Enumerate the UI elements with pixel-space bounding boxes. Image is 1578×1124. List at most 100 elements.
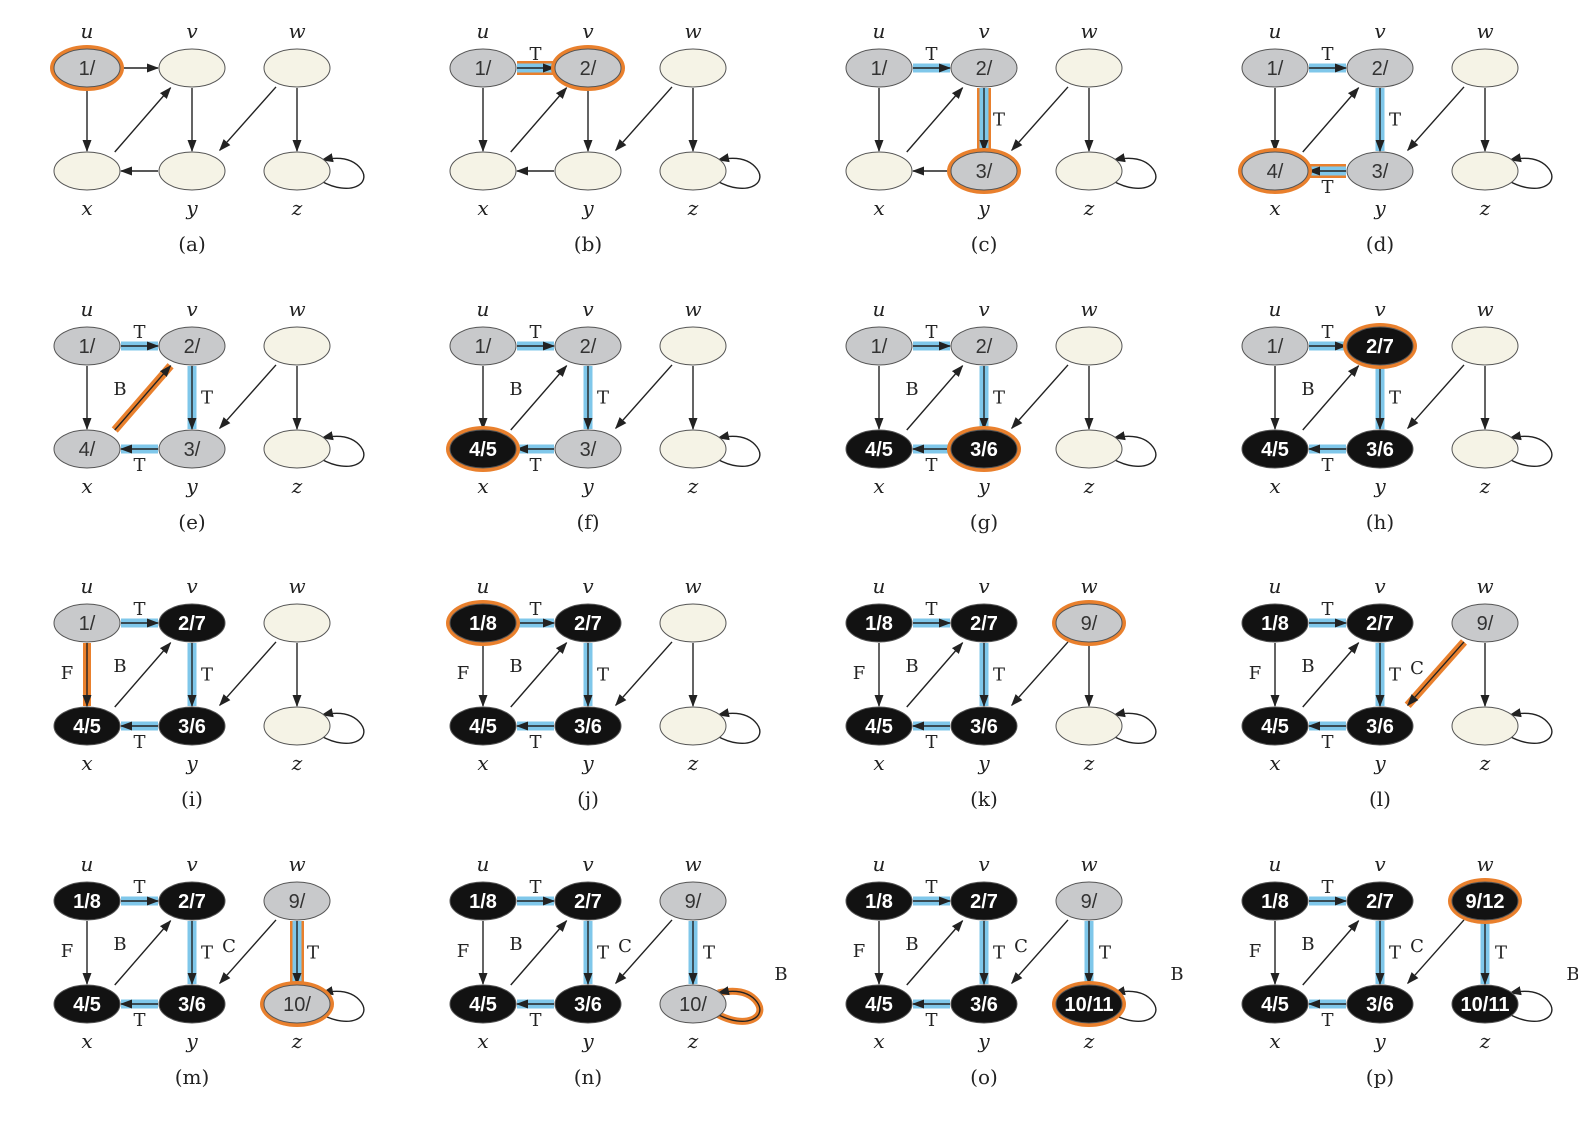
- vertex-name-z: z: [1083, 1029, 1095, 1053]
- edge-arrow: [219, 86, 277, 152]
- vertex-time-label: 3/: [976, 161, 993, 183]
- vertex-shape: [1055, 984, 1123, 1024]
- edge-labels: T T T B: [1301, 322, 1401, 476]
- vertex-shape: [1346, 326, 1414, 366]
- panel-caption: (l): [1369, 787, 1391, 811]
- vertex-shape: [1241, 881, 1309, 921]
- edge-label-ux: F: [853, 663, 866, 684]
- vertex-y: 3/6: [1346, 429, 1414, 469]
- vertex-name-v: v: [186, 852, 198, 876]
- vertex-name-z: z: [1479, 474, 1491, 498]
- edge-label-xv: B: [113, 379, 126, 400]
- edges: [82, 63, 365, 190]
- edge-w-y: [219, 86, 277, 152]
- panel-m: 1/8 2/7 9/4/5 3/6 10/TF TTB C Tu v wx y z(m): [53, 852, 365, 1089]
- vertex-shape: [263, 151, 331, 191]
- vertex-shape: [1055, 706, 1123, 746]
- vertex-shape: [1055, 429, 1123, 469]
- vertices: 1/8 2/7 4/5 3/6: [446, 600, 727, 746]
- vertex-w: [659, 603, 727, 643]
- vertex-z: 10/11: [1451, 984, 1519, 1024]
- vertex-name-v: v: [582, 852, 594, 876]
- edge-arrow: [1508, 431, 1553, 468]
- edges: [874, 341, 1157, 468]
- edge-arrow: [1011, 919, 1069, 985]
- edge-z-z: [716, 153, 761, 190]
- vertex-w: 9/: [1055, 881, 1123, 921]
- edge-arrow: [1302, 919, 1360, 986]
- vertex-shape: [263, 429, 331, 469]
- vertex-shape: [1055, 881, 1123, 921]
- vertex-name-y: y: [977, 196, 990, 220]
- vertex-z: [263, 151, 331, 191]
- edge-w-y: [615, 364, 673, 430]
- edge-w-y: [1011, 364, 1069, 430]
- vertex-v: 2/7: [1346, 881, 1414, 921]
- vertex-shape: [659, 984, 727, 1024]
- edge-w-y: [1404, 639, 1467, 708]
- vertex-time-label: 4/5: [865, 716, 893, 738]
- edge-label-xv: B: [509, 656, 522, 677]
- edge-arrow: [1302, 641, 1360, 708]
- edge-label-wz: T: [307, 943, 319, 964]
- vertex-time-label: 2/7: [574, 613, 602, 635]
- edge-label-yx: T: [925, 732, 937, 753]
- edge-arrow: [716, 708, 761, 745]
- edge-w-y: [219, 919, 277, 985]
- vertex-y: 3/6: [554, 984, 622, 1024]
- vertex-time-label: 3/6: [178, 716, 206, 738]
- vertex-shape: [53, 429, 121, 469]
- vertices: 1/2/4/3/: [53, 326, 331, 469]
- edge-label-wy: C: [222, 936, 236, 957]
- edge-z-z: [320, 153, 365, 190]
- edge-labels: T T T B: [113, 322, 213, 476]
- vertex-shape: [53, 48, 121, 88]
- panel-caption: (i): [181, 787, 203, 811]
- vertex-name-v: v: [186, 574, 198, 598]
- vertex-time-label: 1/8: [469, 613, 497, 635]
- vertex-x: 4/5: [446, 426, 520, 472]
- vertex-name-z: z: [687, 751, 699, 775]
- edge-x-v: [1302, 364, 1360, 431]
- vertex-name-w: w: [1080, 297, 1097, 321]
- vertex-z: [659, 151, 727, 191]
- vertex-time-label: 4/: [79, 439, 96, 461]
- vertex-time-label: 10/11: [1461, 994, 1510, 1016]
- panel-e: 1/2/4/3/T T T Bu v w x y z (e): [53, 297, 365, 534]
- vertex-name-u: u: [81, 19, 94, 43]
- edge-z-z: [320, 431, 365, 468]
- vertex-name-x: x: [477, 751, 488, 775]
- edge-label-vy: T: [201, 665, 213, 686]
- vertex-time-label: 2/7: [574, 891, 602, 913]
- vertex-time-label: 2/7: [1366, 891, 1394, 913]
- vertex-u: 1/: [50, 45, 124, 91]
- vertex-time-label: 9/: [1081, 891, 1098, 913]
- vertex-x: 4/: [1238, 148, 1312, 194]
- vertex-time-label: 4/5: [469, 439, 497, 461]
- edge-label-ux: F: [457, 663, 470, 684]
- vertex-time-label: 1/: [871, 58, 888, 80]
- edge-arrow: [1508, 986, 1553, 1023]
- edge-label-uv: T: [529, 44, 541, 65]
- vertex-z: [263, 429, 331, 469]
- vertex-w: [659, 326, 727, 366]
- edge-label-xv: B: [1301, 379, 1314, 400]
- edge-z-z: [1508, 986, 1553, 1023]
- vertex-shape: [950, 984, 1018, 1024]
- edge-w-y: [1407, 86, 1465, 152]
- edge-label-xv: B: [113, 934, 126, 955]
- vertex-time-label: 1/: [475, 58, 492, 80]
- vertex-shape: [1451, 881, 1519, 921]
- edge-labels: TF TTB C TB: [853, 877, 1184, 1031]
- vertex-v: 2/7: [950, 603, 1018, 643]
- vertex-v: 2/: [1346, 48, 1414, 88]
- edges: [82, 896, 365, 1023]
- edge-arrow: [615, 86, 673, 152]
- edge-label-uv: T: [925, 44, 937, 65]
- edge-arrow: [906, 919, 964, 986]
- vertex-shape: [1241, 48, 1309, 88]
- vertex-time-label: 4/5: [469, 716, 497, 738]
- edge-labels: T T T B: [509, 322, 609, 476]
- vertex-name-u: u: [477, 852, 490, 876]
